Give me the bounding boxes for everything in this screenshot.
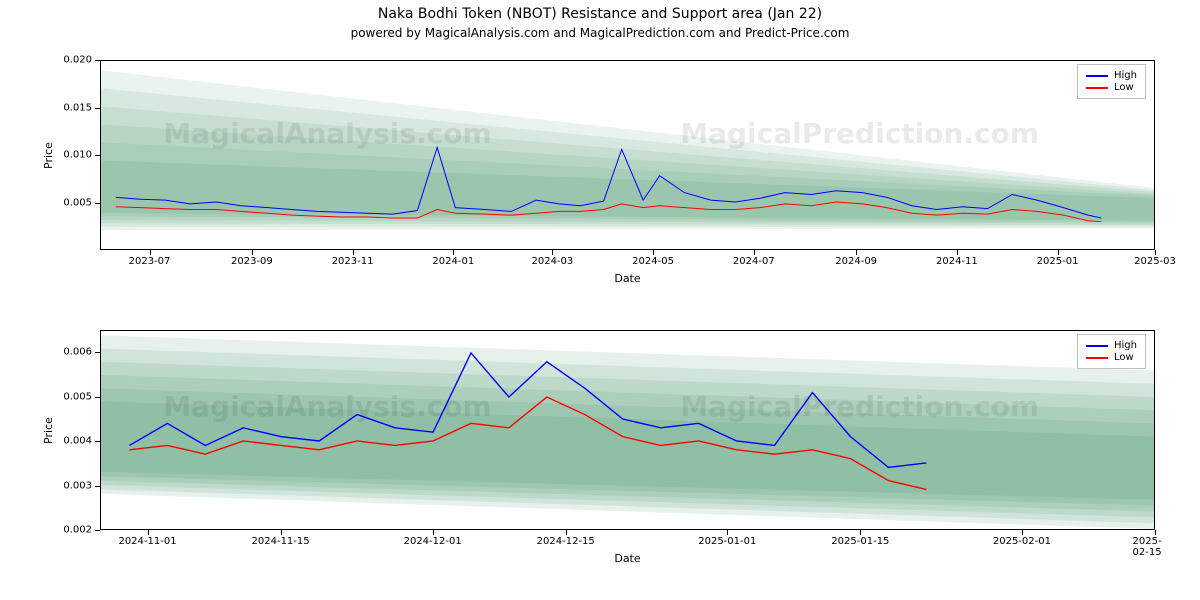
top-chart-axes — [100, 60, 1155, 250]
legend-item: High — [1086, 340, 1137, 351]
top-chart-xtick-label: 2023-11 — [332, 256, 374, 267]
bottom-chart-legend: HighLow — [1077, 334, 1146, 369]
legend-swatch — [1086, 87, 1108, 89]
legend-label: Low — [1114, 352, 1134, 363]
top-chart-xtick-mark — [1155, 250, 1156, 255]
bottom-chart-ytick-mark — [95, 486, 100, 487]
bottom-chart-xtick-label: 2024-11-15 — [252, 536, 310, 547]
top-chart-xtick-mark — [252, 250, 253, 255]
legend-swatch — [1086, 345, 1108, 347]
top-chart-xtick-label: 2024-01 — [432, 256, 474, 267]
top-chart-ytick-mark — [95, 60, 100, 61]
top-chart-legend: HighLow — [1077, 64, 1146, 99]
bottom-chart-xtick-mark — [281, 530, 282, 535]
bottom-chart-plot-surface — [101, 331, 1154, 529]
top-chart-xtick-mark — [1058, 250, 1059, 255]
bottom-chart-xtick-mark — [727, 530, 728, 535]
bottom-chart-xtick-mark — [566, 530, 567, 535]
bottom-chart-xtick-mark — [1155, 530, 1156, 535]
chart-title: Naka Bodhi Token (NBOT) Resistance and S… — [0, 6, 1200, 22]
top-chart-xtick-mark — [552, 250, 553, 255]
bottom-chart-xtick-mark — [1022, 530, 1023, 535]
bottom-chart-ytick-label: 0.006 — [52, 347, 92, 358]
bottom-chart-xtick-label: 2025-02-01 — [993, 536, 1051, 547]
bottom-chart-xtick-label: 2025-01-15 — [831, 536, 889, 547]
top-chart-xtick-label: 2025-03 — [1134, 256, 1176, 267]
bottom-chart-xtick-mark — [148, 530, 149, 535]
top-chart-ytick-label: 0.005 — [52, 197, 92, 208]
top-chart-xtick-label: 2023-09 — [231, 256, 273, 267]
bottom-chart-xtick-label: 2024-12-01 — [404, 536, 462, 547]
bottom-chart-ytick-mark — [95, 441, 100, 442]
bottom-chart-ytick-label: 0.004 — [52, 436, 92, 447]
legend-label: High — [1114, 70, 1137, 81]
legend-label: Low — [1114, 82, 1134, 93]
top-chart-ytick-mark — [95, 203, 100, 204]
legend-item: Low — [1086, 82, 1137, 93]
top-chart-xtick-label: 2024-03 — [531, 256, 573, 267]
legend-item: High — [1086, 70, 1137, 81]
top-chart-xtick-label: 2024-11 — [936, 256, 978, 267]
top-chart-xtick-label: 2024-09 — [835, 256, 877, 267]
bottom-chart-ytick-mark — [95, 530, 100, 531]
top-chart-xtick-label: 2023-07 — [129, 256, 171, 267]
top-chart-xtick-mark — [957, 250, 958, 255]
top-chart-xtick-label: 2024-07 — [733, 256, 775, 267]
top-chart-xtick-mark — [653, 250, 654, 255]
top-chart-ytick-label: 0.020 — [52, 55, 92, 66]
figure: Naka Bodhi Token (NBOT) Resistance and S… — [0, 0, 1200, 600]
bottom-chart-xtick-label: 2024-11-01 — [118, 536, 176, 547]
top-chart-ytick-label: 0.010 — [52, 150, 92, 161]
chart-subtitle: powered by MagicalAnalysis.com and Magic… — [0, 26, 1200, 40]
bottom-chart-xtick-label: 2025-01-01 — [698, 536, 756, 547]
bottom-chart-ytick-label: 0.005 — [52, 391, 92, 402]
top-chart-plot-surface — [101, 61, 1154, 249]
top-chart-xtick-mark — [754, 250, 755, 255]
legend-swatch — [1086, 357, 1108, 359]
legend-label: High — [1114, 340, 1137, 351]
bottom-chart-ytick-mark — [95, 352, 100, 353]
top-chart-xlabel: Date — [100, 272, 1155, 285]
bottom-chart-axes — [100, 330, 1155, 530]
top-chart-ytick-mark — [95, 108, 100, 109]
legend-item: Low — [1086, 352, 1137, 363]
top-chart-ytick-label: 0.015 — [52, 102, 92, 113]
bottom-chart-ytick-mark — [95, 397, 100, 398]
bottom-chart-ytick-label: 0.003 — [52, 480, 92, 491]
bottom-chart-xlabel: Date — [100, 552, 1155, 565]
bottom-chart-xtick-label: 2025-02-15 — [1133, 536, 1178, 558]
top-chart-xtick-mark — [150, 250, 151, 255]
top-chart-ytick-mark — [95, 155, 100, 156]
bottom-chart-xtick-mark — [860, 530, 861, 535]
top-chart-xtick-mark — [856, 250, 857, 255]
top-chart-xtick-mark — [353, 250, 354, 255]
bottom-chart-ytick-label: 0.002 — [52, 525, 92, 536]
bottom-chart-xtick-label: 2024-12-15 — [537, 536, 595, 547]
top-chart-xtick-label: 2025-01 — [1037, 256, 1079, 267]
top-chart-xtick-mark — [453, 250, 454, 255]
top-chart-xtick-label: 2024-05 — [632, 256, 674, 267]
bottom-chart-xtick-mark — [433, 530, 434, 535]
legend-swatch — [1086, 75, 1108, 77]
